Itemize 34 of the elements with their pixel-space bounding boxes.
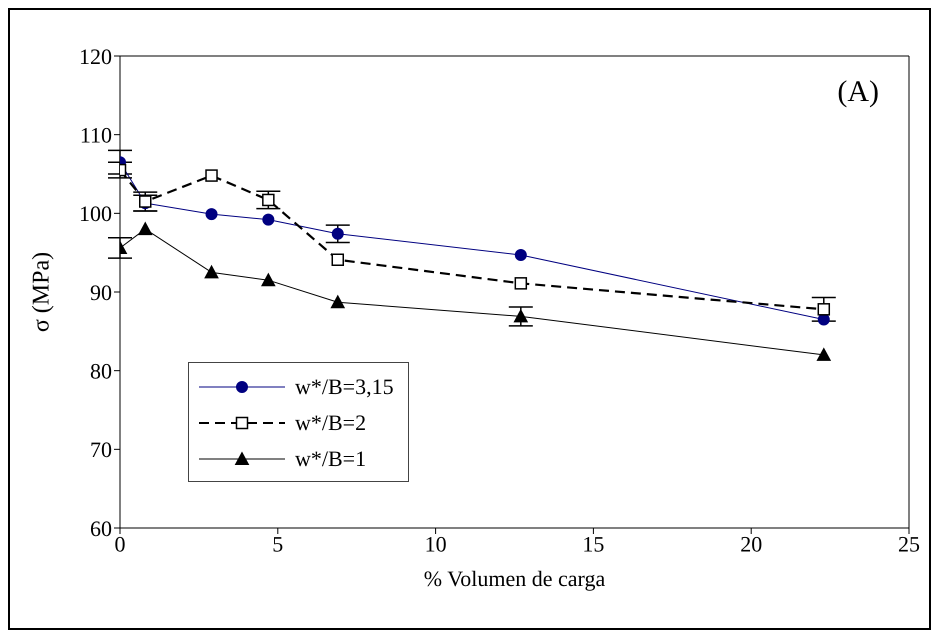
y-tick-label: 60 [90,516,112,541]
point [261,273,276,286]
point [816,348,831,361]
x-tick-label: 20 [740,532,762,557]
x-tick-label: 25 [898,532,920,557]
legend-label: w*/B=2 [295,410,366,436]
x-tick-label: 0 [114,532,126,557]
point [514,277,528,290]
point [330,295,345,308]
point [332,228,344,240]
y-tick-label: 120 [79,44,112,69]
y-tick-label: 70 [90,437,112,462]
point [206,208,218,220]
point [138,222,152,236]
point [204,265,219,278]
y-axis-title: σ (MPa) [28,252,55,332]
point [332,253,344,266]
point [514,309,528,322]
point [262,214,274,226]
x-axis-title: % Volumen de carga [424,566,606,591]
y-tick-label: 80 [90,358,112,384]
annotation: (A) [837,75,879,108]
point [818,303,830,316]
x-tick-label: 15 [582,532,604,557]
y-tick-label: 100 [79,201,112,226]
x-tick-label: 10 [424,532,447,557]
x-tick-label: 5 [272,532,284,557]
point [262,194,275,206]
point [205,169,218,182]
legend-label: w*/B=1 [295,446,366,472]
point [514,249,527,262]
legend-label: w*/B=3,15 [295,374,394,400]
y-tick-label: 90 [90,280,112,305]
y-tick-label: 110 [80,122,112,148]
